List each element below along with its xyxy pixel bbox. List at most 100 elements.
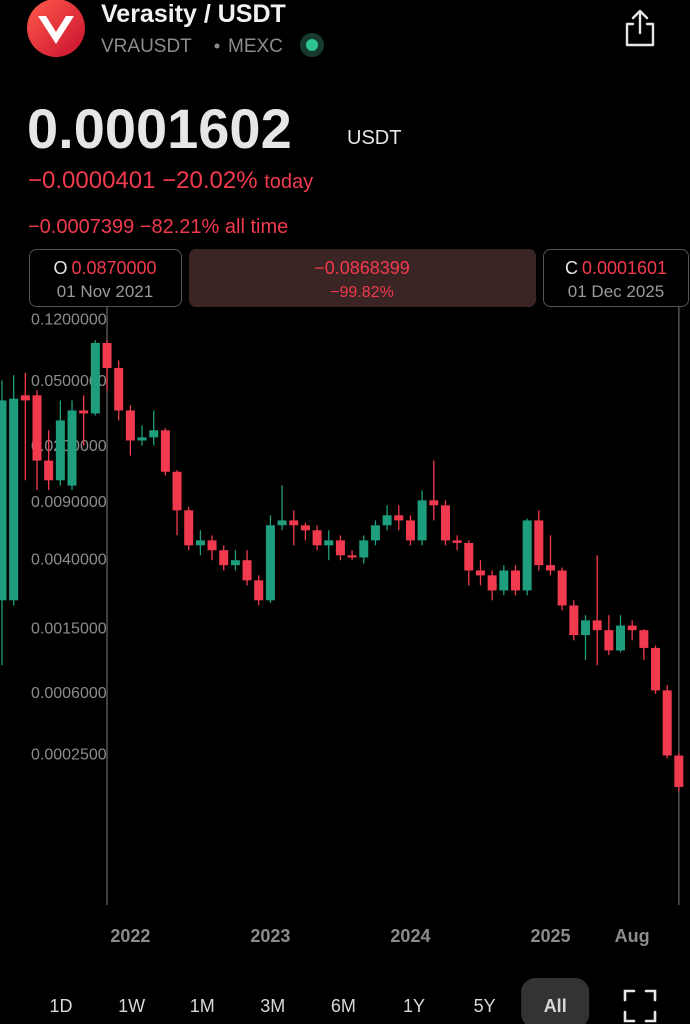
candle-body	[382, 515, 392, 526]
price-unit: USDT	[347, 127, 401, 149]
y-tick-label: 0.0500000	[31, 373, 107, 390]
x-tick-label: 2025	[530, 926, 570, 946]
timeframe-button[interactable]: 1M	[190, 996, 215, 1016]
candle-body	[545, 565, 555, 571]
candle-body	[195, 540, 205, 546]
change-box	[189, 249, 536, 307]
y-tick-label: 0.0015000	[31, 620, 107, 637]
timeframe-button[interactable]: 6M	[331, 996, 356, 1016]
candle-body	[487, 575, 497, 591]
open-label: O	[53, 258, 67, 278]
candle-body	[160, 430, 170, 472]
timeframe-bar: 1D 1W 1M 3M 6M 1Y 5Y All	[49, 978, 590, 1024]
range-change-pct: −99.82%	[330, 284, 394, 301]
candle-body	[464, 542, 474, 571]
pair-title: Verasity / USDT	[101, 0, 286, 28]
fullscreen-button[interactable]	[623, 989, 657, 1023]
timeframe-button[interactable]: 5Y	[474, 996, 496, 1016]
change-all-value: −0.0007399	[28, 216, 134, 238]
candle-body	[102, 342, 112, 368]
candle-body	[569, 605, 579, 636]
all-label: all time	[225, 216, 288, 238]
candle-body	[627, 625, 637, 631]
share-button[interactable]	[625, 9, 655, 47]
candle-body	[510, 570, 520, 591]
candle-body	[79, 410, 89, 414]
x-tick-label: 2024	[390, 926, 430, 946]
range-change: −0.0868399	[314, 258, 410, 278]
x-tick-label: Aug	[615, 926, 650, 946]
close-date: 01 Dec 2025	[568, 282, 664, 301]
timeframe-button[interactable]: 3M	[260, 996, 285, 1016]
y-tick-label: 0.0040000	[31, 551, 107, 568]
candle-body	[149, 430, 159, 438]
candle-body	[219, 550, 229, 566]
candle-body	[184, 510, 194, 546]
candle-body	[254, 580, 264, 601]
candle-body	[429, 500, 439, 506]
y-tick-label: 0.0002500	[31, 747, 107, 764]
candle-body	[592, 620, 602, 631]
change-all: −0.0007399 −82.21% all time	[28, 216, 288, 238]
candle-body	[265, 525, 275, 601]
candle-body	[616, 625, 626, 651]
logo	[27, 0, 85, 57]
x-tick-label: 2022	[110, 926, 150, 946]
candle-body	[557, 570, 567, 606]
open-line: O 0.0870000	[53, 258, 156, 278]
close-label: C	[565, 258, 578, 278]
candle-body	[335, 540, 345, 556]
candle-body	[651, 647, 661, 691]
price: 0.0001602	[27, 97, 292, 160]
change-all-pct: −82.21%	[140, 216, 220, 238]
candle-body	[534, 520, 544, 566]
candle-body	[9, 398, 19, 601]
candle-body	[90, 342, 100, 414]
candle-body	[417, 500, 427, 541]
close-line: C 0.0001601	[565, 258, 667, 278]
timeframe-selected	[521, 978, 590, 1024]
candle-body	[312, 530, 322, 546]
symbol: VRAUSDT	[101, 36, 192, 57]
candle-body	[639, 630, 649, 648]
candle-body	[207, 540, 217, 551]
candle-body	[277, 520, 287, 526]
candle-body	[405, 520, 415, 541]
open-date: 01 Nov 2021	[57, 282, 153, 301]
candle-body	[32, 395, 42, 461]
x-tick-label: 2023	[250, 926, 290, 946]
candle-body	[452, 540, 462, 543]
chart: 0.12000000.05000000.02000000.00900000.00…	[0, 307, 684, 946]
timeframe-button[interactable]: 1W	[118, 996, 145, 1016]
candle-body	[114, 367, 124, 411]
candle-body	[242, 560, 252, 581]
candle-body	[347, 555, 357, 558]
candle-body	[662, 690, 672, 756]
candle-body	[230, 560, 240, 566]
candle-body	[172, 471, 182, 511]
logo-mark	[38, 16, 74, 44]
candle-body	[137, 437, 147, 441]
candle-body	[300, 525, 310, 531]
close-box	[543, 249, 689, 307]
candle-body	[440, 505, 450, 541]
timeframe-button[interactable]: 1Y	[403, 996, 425, 1016]
candle-body	[44, 460, 54, 481]
candle-body	[20, 395, 30, 401]
y-tick-label: 0.1200000	[31, 311, 107, 328]
separator	[214, 43, 220, 49]
candle-body	[55, 420, 65, 481]
change-today: −0.0000401 −20.02% today	[28, 167, 313, 194]
timeframe-button[interactable]: 1D	[49, 996, 72, 1016]
open-box	[29, 249, 182, 307]
candle-body	[370, 525, 380, 541]
candle-body	[522, 520, 532, 591]
candle-body	[359, 540, 369, 558]
timeframe-button[interactable]: All	[544, 996, 567, 1016]
candle-body	[499, 570, 509, 591]
change-today-pct: −20.02%	[162, 167, 257, 194]
today-label: today	[264, 171, 313, 193]
